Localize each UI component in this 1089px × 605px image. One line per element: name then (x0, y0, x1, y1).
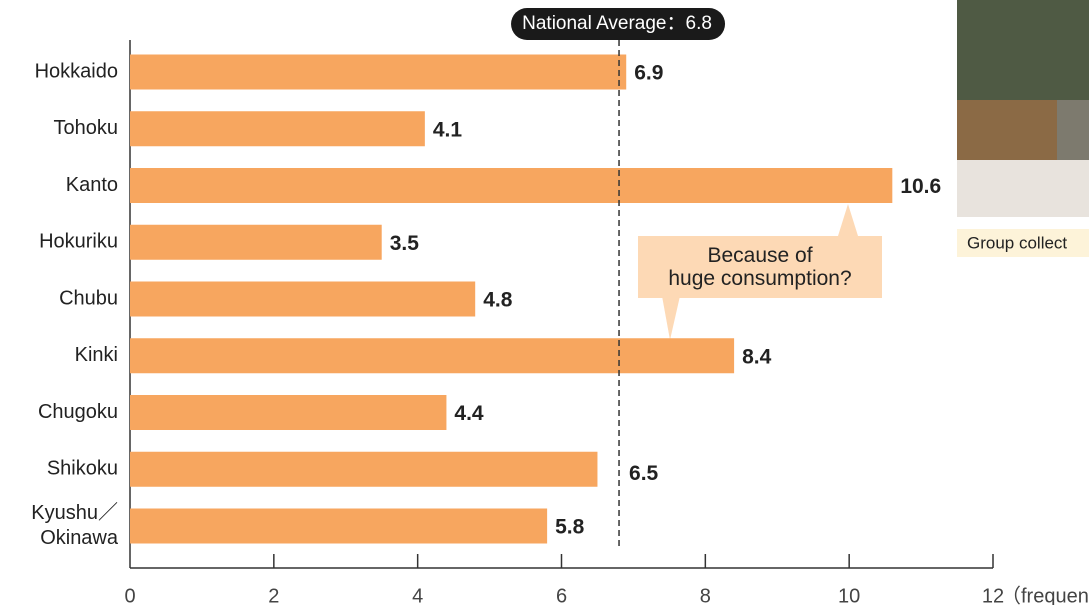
reference-text: National Average： (522, 13, 685, 34)
value-label: 4.8 (483, 289, 513, 312)
reference-value: 6.8 (686, 13, 712, 34)
value-label: 5.8 (555, 516, 585, 539)
callout (638, 236, 882, 298)
bar (130, 508, 548, 544)
x-axis-label: （frequency） (1001, 584, 1089, 605)
y-tick-label: Kyushu／ Okinawa (31, 502, 119, 549)
x-tick-label: 4 (412, 585, 423, 605)
bar (130, 54, 627, 90)
bar (130, 168, 893, 203)
y-tick-label: Hokkaido (35, 60, 118, 82)
y-tick-label: Kinki (75, 344, 118, 366)
bar (130, 338, 735, 374)
value-label: 4.4 (454, 402, 484, 425)
bar (130, 395, 447, 430)
y-tick-label: Shikoku (47, 458, 118, 480)
y-tick-label: Kanto (66, 174, 118, 196)
x-tick-label: 12 (982, 585, 1004, 605)
x-tick-label: 10 (838, 585, 860, 605)
x-tick-label: 2 (268, 585, 279, 605)
value-label: 8.4 (742, 345, 772, 368)
label-line: Okinawa (40, 527, 119, 549)
caption-box (957, 229, 1089, 257)
callout-pointer (662, 296, 680, 340)
value-label: 6.5 (629, 462, 659, 485)
value-label: 10.6 (900, 175, 941, 198)
photo-caption: Group collect (967, 233, 1067, 252)
value-label: 4.1 (433, 118, 463, 141)
bar (130, 281, 476, 317)
x-tick-label: 8 (700, 585, 711, 605)
y-tick-label: Chugoku (38, 401, 118, 423)
annotation-line: Because of (707, 244, 812, 267)
y-tick-label: Chubu (59, 287, 118, 309)
bar (130, 224, 382, 260)
annotation: Because of huge consumption? (668, 244, 851, 290)
y-tick-label: Tohoku (54, 117, 119, 139)
callout-pointer (838, 204, 858, 236)
x-tick-label: 0 (124, 585, 135, 605)
label-line: Kyushu／ (31, 502, 118, 524)
photo-stack (957, 100, 1057, 160)
value-label: 3.5 (390, 232, 420, 255)
photo-trees (957, 0, 1089, 100)
bar (130, 451, 598, 487)
x-tick-label: 6 (556, 585, 567, 605)
value-label: 6.9 (634, 62, 663, 85)
y-tick-label: Hokuriku (39, 231, 118, 253)
reference-label: National Average：6.8 (522, 13, 712, 34)
annotation-line: huge consumption? (668, 267, 851, 290)
bar (130, 111, 425, 147)
photo-ground (957, 160, 1089, 217)
reference-badge (511, 8, 726, 40)
